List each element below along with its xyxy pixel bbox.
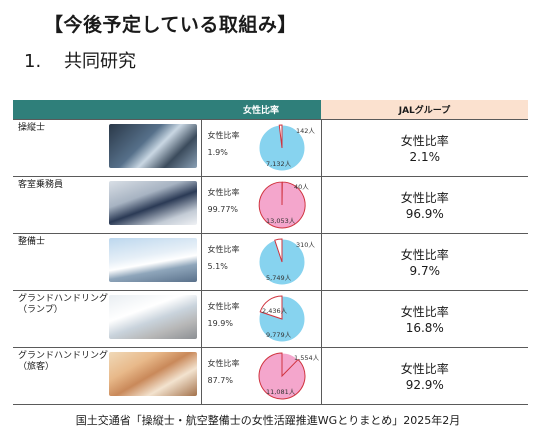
women-ratio-value: 19.9% <box>207 319 233 328</box>
section-title: 共同研究 <box>64 51 136 72</box>
jal-ratio-value: 16.8% <box>405 321 444 335</box>
jal-ratio-label: 女性比率 <box>400 362 449 376</box>
jal-ratio-cell: 女性比率 92.9% <box>321 347 528 405</box>
ramp-handling-photo <box>109 295 197 339</box>
cockpit-photo <box>109 124 197 168</box>
table-row: グランドハンドリング （旅客） 女性比率 87.7% 1,554人 11,081人… <box>13 347 528 405</box>
jal-ratio-cell: 女性比率 2.1% <box>321 119 528 177</box>
role-name: グランドハンドリング （旅客） <box>18 351 109 372</box>
source-citation: 国土交通省「操縦士・航空整備士の女性活躍推進WGとりまとめ」2025年2月 <box>75 414 461 427</box>
pie-men-count: 11,081人 <box>266 388 296 396</box>
role-name: 客室乗務員 <box>18 180 64 190</box>
jal-ratio-label: 女性比率 <box>400 248 449 262</box>
women-ratio-label: 女性比率 <box>207 245 240 254</box>
women-ratio-cell: 女性比率 1.9% 142人 7,132人 <box>200 119 322 177</box>
women-ratio-label: 女性比率 <box>207 131 240 140</box>
pie-women-slice <box>258 352 305 400</box>
jal-ratio-value: 2.1% <box>409 150 441 164</box>
table-header-row: 女性比率 JALグループ <box>13 100 528 120</box>
role-name: 操縦士 <box>18 123 46 133</box>
role-cell: グランドハンドリング （旅客） <box>13 347 201 405</box>
women-ratio-value: 99.77% <box>207 205 239 214</box>
women-ratio-pie: 2,436人 9,779人 <box>258 295 305 343</box>
table-row: 操縦士 女性比率 1.9% 142人 7,132人 女性比率 2.1% <box>13 119 528 177</box>
jal-ratio-cell: 女性比率 96.9% <box>321 176 528 234</box>
page-heading: 【今後予定している取組み】 <box>44 14 297 36</box>
table-row: グランドハンドリング （ランプ） 女性比率 19.9% 2,436人 9,779人… <box>13 290 528 348</box>
role-cell: 客室乗務員 <box>13 176 201 234</box>
women-ratio-cell: 女性比率 5.1% 310人 5,749人 <box>200 233 322 291</box>
passenger-service-photo <box>109 352 197 396</box>
jal-ratio-label: 女性比率 <box>400 134 449 148</box>
jal-ratio-label: 女性比率 <box>400 191 449 205</box>
role-cell: グランドハンドリング （ランプ） <box>13 290 201 348</box>
jal-ratio-value: 9.7% <box>409 264 441 278</box>
pie-women-count: 1,554人 <box>294 354 320 362</box>
women-ratio-label: 女性比率 <box>207 302 240 311</box>
section-subheading: 1. 共同研究 <box>24 47 136 73</box>
pie-men-count: 13,053人 <box>266 217 296 225</box>
jal-ratio-cell: 女性比率 16.8% <box>321 290 528 348</box>
women-ratio-pie: 310人 5,749人 <box>258 238 315 286</box>
pie-men-count: 7,132人 <box>266 160 292 168</box>
women-ratio-cell: 女性比率 87.7% 1,554人 11,081人 <box>200 347 322 405</box>
women-ratio-value: 5.1% <box>207 262 228 271</box>
women-ratio-pie: 40人 13,053人 <box>258 181 309 229</box>
pie-women-count: 310人 <box>296 241 315 249</box>
pie-women-count: 40人 <box>294 183 309 191</box>
section-number: 1. <box>24 51 42 72</box>
pie-women-count: 2,436人 <box>262 307 288 315</box>
jal-ratio-label: 女性比率 <box>400 305 449 319</box>
header-blank <box>13 100 201 120</box>
jal-ratio-cell: 女性比率 9.7% <box>321 233 528 291</box>
women-ratio-cell: 女性比率 19.9% 2,436人 9,779人 <box>200 290 322 348</box>
pie-women-slice <box>273 238 282 263</box>
women-ratio-cell: 女性比率 99.77% 40人 13,053人 <box>200 176 322 234</box>
women-ratio-value: 1.9% <box>207 148 228 157</box>
aircraft-maintenance-photo <box>109 238 197 282</box>
pie-women-slice <box>278 124 282 149</box>
women-ratio-pie: 1,554人 11,081人 <box>258 352 320 400</box>
cabin-crew-photo <box>109 181 197 225</box>
pie-men-count: 9,779人 <box>266 331 292 339</box>
women-ratio-label: 女性比率 <box>207 359 240 368</box>
women-ratio-pie: 142人 7,132人 <box>258 124 315 172</box>
table-row: 整備士 女性比率 5.1% 310人 5,749人 女性比率 9.7% <box>13 233 528 291</box>
header-jal-group: JALグループ <box>321 100 528 120</box>
pie-women-slice <box>259 295 282 320</box>
pie-women-slice <box>258 181 306 229</box>
table-row: 客室乗務員 女性比率 99.77% 40人 13,053人 女性比率 96.9% <box>13 176 528 234</box>
women-ratio-value: 87.7% <box>207 376 233 385</box>
role-name: 整備士 <box>18 237 46 247</box>
jal-ratio-value: 92.9% <box>405 378 444 392</box>
role-name: グランドハンドリング （ランプ） <box>18 294 109 315</box>
role-cell: 操縦士 <box>13 119 201 177</box>
women-ratio-table: 女性比率 JALグループ 操縦士 女性比率 1.9% 142人 7,132人 女性… <box>13 100 528 405</box>
pie-women-count: 142人 <box>296 127 315 135</box>
women-ratio-label: 女性比率 <box>207 188 240 197</box>
jal-ratio-value: 96.9% <box>405 207 444 221</box>
pie-men-count: 5,749人 <box>266 274 292 282</box>
role-cell: 整備士 <box>13 233 201 291</box>
header-women-ratio: 女性比率 <box>201 100 321 120</box>
